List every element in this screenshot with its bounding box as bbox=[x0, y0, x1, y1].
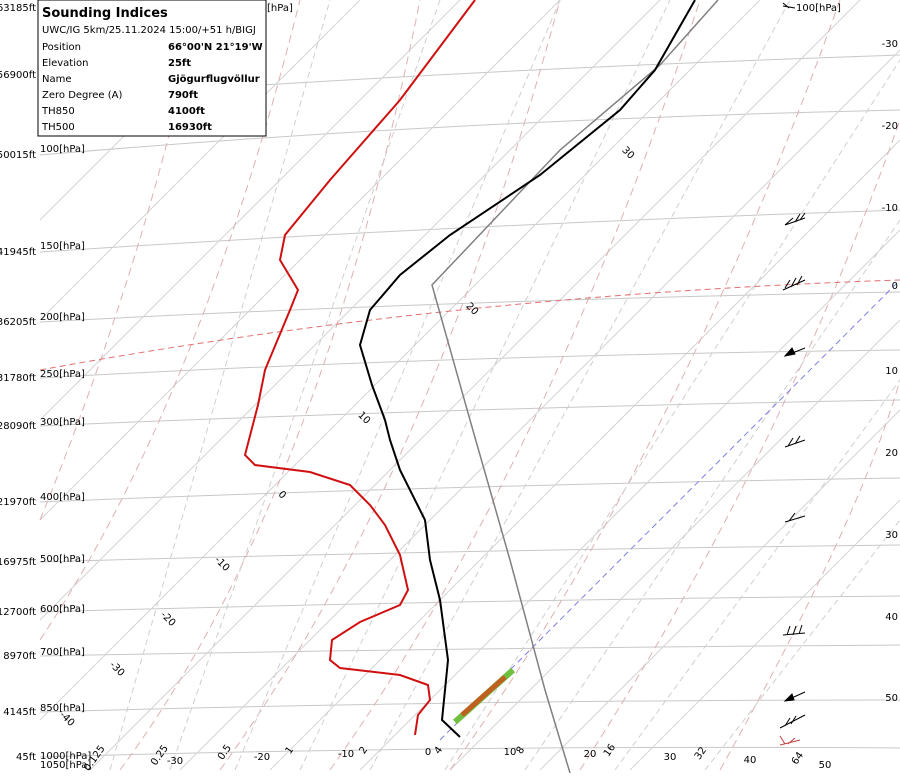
pressure-label: 100[hPa] bbox=[40, 144, 85, 155]
altitude-label: 45ft bbox=[16, 752, 36, 763]
info-rows: Position 66°00'N 21°19'W Elevation 25ft Name… bbox=[41, 42, 263, 133]
info-label: Elevation bbox=[42, 58, 88, 69]
mixing-ratio-label: 0.5 bbox=[216, 743, 234, 762]
isotherm-label: -20 bbox=[158, 610, 177, 629]
info-value: 790ft bbox=[168, 90, 198, 101]
bottom-temp-label: 0 bbox=[425, 747, 431, 758]
pressure-label: 500[hPa] bbox=[40, 554, 85, 565]
mixing-ratio-label: 64 bbox=[790, 750, 806, 767]
bottom-temp-label: 30 bbox=[664, 752, 677, 763]
info-box: Sounding Indices UWC/IG 5km/25.11.2024 1… bbox=[37, 0, 267, 137]
info-label: TH850 bbox=[41, 106, 75, 117]
bottom-temp-label: 10 bbox=[504, 747, 517, 758]
info-label: TH500 bbox=[41, 122, 75, 133]
info-title: Sounding Indices bbox=[42, 6, 168, 21]
altitude-label: 36205ft bbox=[0, 317, 36, 328]
altitude-label: 21970ft bbox=[0, 497, 36, 508]
altitude-label: 4145ft bbox=[3, 707, 36, 718]
altitude-label: 41945ft bbox=[0, 247, 36, 258]
pressure-label: 1000[hPa] bbox=[40, 751, 91, 762]
right-label: 20 bbox=[885, 448, 898, 459]
info-value: 4100ft bbox=[168, 106, 205, 117]
pressure-label: 600[hPa] bbox=[40, 604, 85, 615]
altitude-label: 31780ft bbox=[0, 373, 36, 384]
right-label: 40 bbox=[885, 612, 898, 623]
altitude-label: 12700ft bbox=[0, 607, 36, 618]
pressure-label: 150[hPa] bbox=[40, 241, 85, 252]
pressure-label: 700[hPa] bbox=[40, 647, 85, 658]
info-value: 66°00'N 21°19'W bbox=[168, 42, 263, 53]
right-label: 30 bbox=[885, 530, 898, 541]
mixing-ratio-label: 16 bbox=[602, 742, 618, 759]
isotherm-label: 30 bbox=[619, 145, 636, 162]
bottom-temp-label: 40 bbox=[744, 755, 757, 766]
top-unit: [hPa] bbox=[267, 3, 293, 14]
pressure-label: 250[hPa] bbox=[40, 369, 85, 380]
mixing-ratio-label: 8 bbox=[515, 745, 528, 757]
mixing-ratio-label: 1 bbox=[284, 745, 297, 757]
isotherm-label: 0 bbox=[276, 489, 288, 501]
info-value: 16930ft bbox=[168, 122, 212, 133]
bottom-temp-label: -30 bbox=[167, 756, 183, 767]
pressure-label: 300[hPa] bbox=[40, 417, 85, 428]
mixing-ratio-label: 2 bbox=[358, 745, 371, 757]
info-value: Gjögurflugvöllur bbox=[168, 74, 260, 85]
info-label: Zero Degree (A) bbox=[42, 90, 123, 101]
pressure-label: 200[hPa] bbox=[40, 312, 85, 323]
right-label: 10 bbox=[885, 366, 898, 377]
bottom-temp-label: -10 bbox=[338, 749, 354, 760]
right-label: 0 bbox=[892, 281, 898, 292]
altitude-label: 63185ft bbox=[0, 3, 36, 14]
pressure-label: 1050[hPa] bbox=[40, 760, 91, 771]
info-label: Name bbox=[42, 74, 72, 85]
mixing-ratio-label: 4 bbox=[433, 745, 446, 757]
altitude-label: 56900ft bbox=[0, 70, 36, 81]
top-label: 100[hPa] bbox=[796, 3, 841, 14]
pressure-label: 400[hPa] bbox=[40, 492, 85, 503]
info-label: Position bbox=[42, 42, 81, 53]
right-label: -30 bbox=[882, 39, 898, 50]
wind-barbs bbox=[779, 2, 806, 746]
info-value: 25ft bbox=[168, 58, 191, 69]
bottom-temp-label: -20 bbox=[254, 752, 270, 763]
profiles bbox=[243, 0, 719, 774]
altitude-label: 28090ft bbox=[0, 421, 36, 432]
right-label: -10 bbox=[882, 203, 898, 214]
right-label: 50 bbox=[885, 693, 898, 704]
isotherm-label: 10 bbox=[355, 410, 372, 427]
isotherm-label: -30 bbox=[107, 660, 126, 679]
grid bbox=[39, 0, 900, 771]
altitude-label: 16975ft bbox=[0, 557, 36, 568]
altitude-label: 50015ft bbox=[0, 150, 36, 161]
right-label: -20 bbox=[882, 121, 898, 132]
info-subtitle: UWC/IG 5km/25.11.2024 15:00/+51 h/BIGJ bbox=[42, 25, 256, 36]
bottom-temp-label: 20 bbox=[584, 749, 597, 760]
pressure-label: 850[hPa] bbox=[40, 703, 85, 714]
bottom-temp-label: 50 bbox=[819, 760, 832, 771]
altitude-label: 8970ft bbox=[3, 651, 36, 662]
